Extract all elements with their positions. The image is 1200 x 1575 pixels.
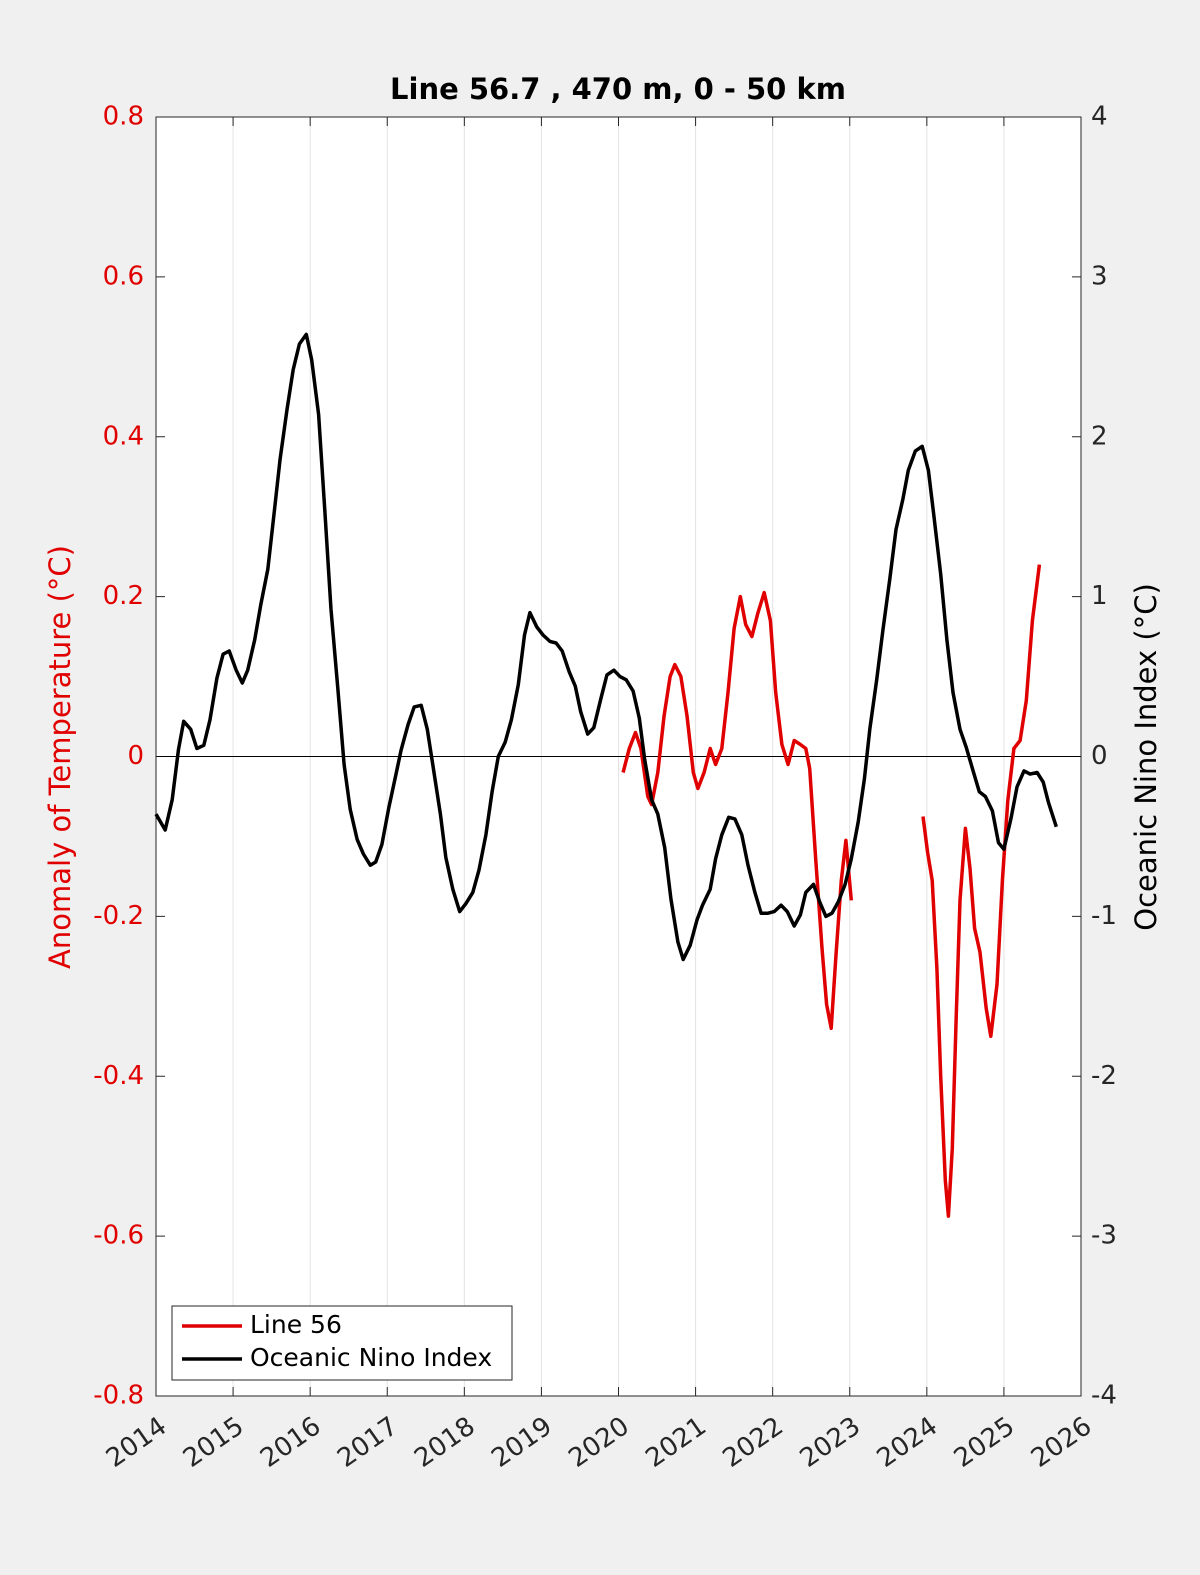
y-tick-label: 0.2 [103, 581, 144, 611]
legend-box [171, 1305, 513, 1381]
y-tick-label: 0.6 [103, 261, 144, 291]
y2-tick-label: 3 [1091, 261, 1108, 291]
y-tick-label: 0.4 [103, 421, 144, 451]
y-tick-label: 0 [127, 741, 144, 771]
y2-tick-label: -3 [1091, 1221, 1117, 1251]
y-tick-label: -0.6 [93, 1221, 144, 1251]
series-line [154, 332, 1058, 962]
y-tick-label: -0.8 [93, 1381, 144, 1411]
y2-tick-label: 1 [1091, 581, 1108, 611]
y-tick-label: -0.4 [93, 1061, 144, 1091]
axes-frame [155, 116, 1082, 1397]
chart-title: Line 56.7 , 470 m, 0 - 50 km [390, 72, 846, 106]
y2-axis-label: Oceanic Nino Index (°C) [1129, 583, 1163, 931]
y2-tick-label: -4 [1091, 1381, 1117, 1411]
y-axis-label: Anomaly of Temperature (°C) [43, 545, 77, 969]
y2-tick-label: 4 [1091, 102, 1108, 132]
series-line [621, 564, 1042, 1218]
y2-tick-label: -2 [1091, 1061, 1117, 1091]
legend: Line 56 Oceanic Nino Index [171, 1305, 513, 1381]
legend-label: Oceanic Nino Index [250, 1343, 492, 1372]
y-tick-label: -0.2 [93, 901, 144, 931]
y2-tick-label: 0 [1091, 741, 1108, 771]
y2-tick-label: -1 [1091, 901, 1117, 931]
y2-tick-label: 2 [1091, 421, 1108, 451]
y-tick-label: 0.8 [103, 102, 144, 132]
legend-label: Line 56 [250, 1310, 342, 1339]
